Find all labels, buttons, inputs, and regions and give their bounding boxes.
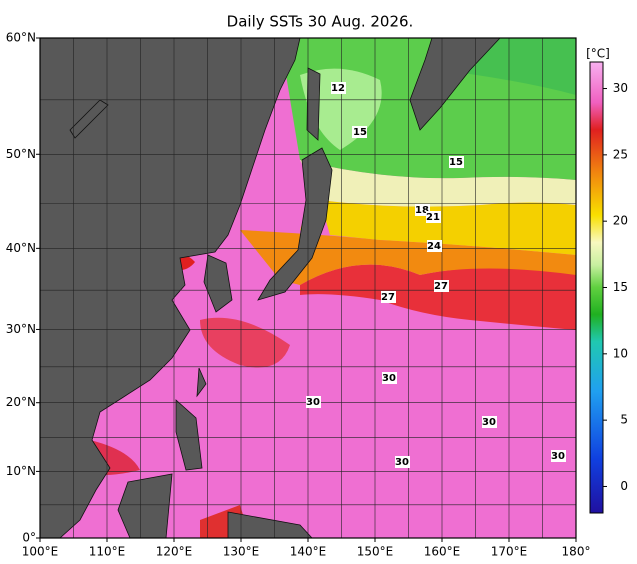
colorbar-tick-label: 10	[613, 346, 628, 360]
contour-label: 30	[382, 373, 396, 384]
lon-tick-label: 140°E	[290, 545, 327, 559]
contour-label: 21	[426, 212, 440, 223]
lat-tick-label: 10°N	[6, 464, 36, 478]
contour-label: 30	[306, 397, 320, 408]
contour-label: 30	[482, 417, 496, 428]
grid	[40, 38, 576, 538]
colorbar-tick-label: 0	[620, 479, 628, 493]
contour-label: 30	[395, 457, 409, 468]
lon-tick-label: 120°E	[156, 545, 193, 559]
lon-tick-label: 110°E	[89, 545, 126, 559]
contour-label: 27	[434, 281, 448, 292]
lon-tick-label: 170°E	[491, 545, 528, 559]
colorbar-tick-label: 5	[620, 413, 628, 427]
colorbar-tick-label: 20	[613, 214, 628, 228]
lon-tick-label: 100°E	[22, 545, 59, 559]
contour-label: 30	[551, 451, 565, 462]
lat-tick-label: 60°N	[6, 31, 36, 45]
colorbar	[589, 61, 604, 514]
lon-tick-label: 180°	[562, 545, 591, 559]
colorbar-tick-label: 25	[613, 147, 628, 161]
lat-tick-label: 0°	[22, 531, 36, 545]
lon-tick-label: 130°E	[223, 545, 260, 559]
colorbar-tick-label: 30	[613, 81, 628, 95]
contour-label: 15	[353, 127, 367, 138]
title: Daily SSTs 30 Aug. 2026.	[227, 13, 414, 31]
contour-label: 27	[381, 292, 395, 303]
contour-labels: 12 15 15 18 21 24 27 27 30 30 30 30 30	[306, 82, 566, 468]
colorbar-tick-label: 15	[613, 280, 628, 294]
contour-label: 24	[427, 241, 441, 252]
lat-tick-label: 50°N	[6, 147, 36, 161]
lat-tick-label: 30°N	[6, 322, 36, 336]
land	[40, 38, 501, 538]
lon-tick-label: 150°E	[357, 545, 394, 559]
lat-tick-label: 40°N	[6, 241, 36, 255]
lon-tick-label: 160°E	[424, 545, 461, 559]
colorbar-unit: [°C]	[586, 47, 610, 61]
contour-label: 18	[415, 205, 429, 216]
contour-label: 15	[449, 157, 463, 168]
lat-tick-label: 20°N	[6, 395, 36, 409]
contour-label: 12	[331, 83, 345, 94]
